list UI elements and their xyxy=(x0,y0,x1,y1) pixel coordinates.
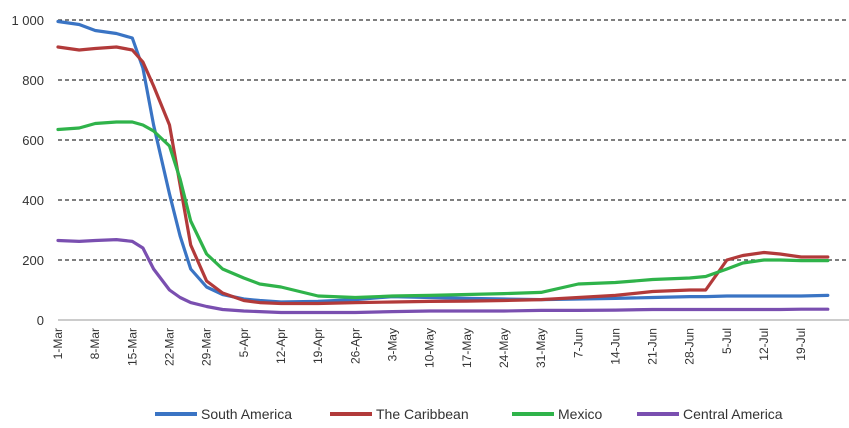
y-tick-label: 400 xyxy=(22,193,44,208)
x-tick-label: 31-May xyxy=(534,328,548,368)
x-tick-label: 28-Jun xyxy=(683,328,697,365)
y-tick-label: 0 xyxy=(37,313,44,328)
series-line-south-america xyxy=(56,19,830,304)
x-tick-label: 5-Jul xyxy=(720,328,734,354)
y-tick-label: 800 xyxy=(22,73,44,88)
x-tick-label: 7-Jun xyxy=(571,328,585,358)
series-line-mexico xyxy=(56,120,830,300)
x-tick-label: 26-Apr xyxy=(348,328,362,364)
x-tick-label: 29-Mar xyxy=(200,328,214,366)
x-tick-label: 5-Apr xyxy=(237,328,251,357)
x-tick-label: 14-Jun xyxy=(608,328,622,365)
x-tick-label: 3-May xyxy=(385,328,399,361)
x-tick-label: 8-Mar xyxy=(88,328,102,359)
x-tick-label: 10-May xyxy=(423,328,437,368)
series-line-central-america xyxy=(56,238,830,315)
legend: South America The Caribbean Mexico Central … xyxy=(155,406,783,422)
x-tick-label: 12-Apr xyxy=(274,328,288,364)
x-tick-label: 19-Jul xyxy=(794,328,808,361)
y-tick-label: 1 000 xyxy=(11,13,44,28)
legend-label: Mexico xyxy=(558,406,603,422)
x-tick-label: 22-Mar xyxy=(162,328,176,366)
legend-label: South America xyxy=(201,406,292,422)
x-tick-label: 15-Mar xyxy=(125,328,139,366)
x-tick-label: 24-May xyxy=(497,328,511,368)
x-tick-label: 19-Apr xyxy=(311,328,325,364)
x-tick-label: 21-Jun xyxy=(646,328,660,365)
series-line-the-caribbean xyxy=(56,45,830,306)
x-tick-label: 1-Mar xyxy=(51,328,65,359)
y-axis-ticks: 0 200 400 600 800 1 000 xyxy=(11,13,44,328)
grid-lines xyxy=(58,19,849,261)
x-tick-label: 17-May xyxy=(460,328,474,368)
legend-label: The Caribbean xyxy=(376,406,469,422)
x-axis-ticks: 1-Mar 8-Mar 15-Mar 22-Mar 29-Mar 5-Apr 12-Apr 1… xyxy=(51,328,808,368)
y-tick-label: 200 xyxy=(22,253,44,268)
x-tick-label: 12-Jul xyxy=(757,328,771,361)
series-lines xyxy=(56,19,830,315)
y-tick-label: 600 xyxy=(22,133,44,148)
legend-label: Central America xyxy=(683,406,783,422)
